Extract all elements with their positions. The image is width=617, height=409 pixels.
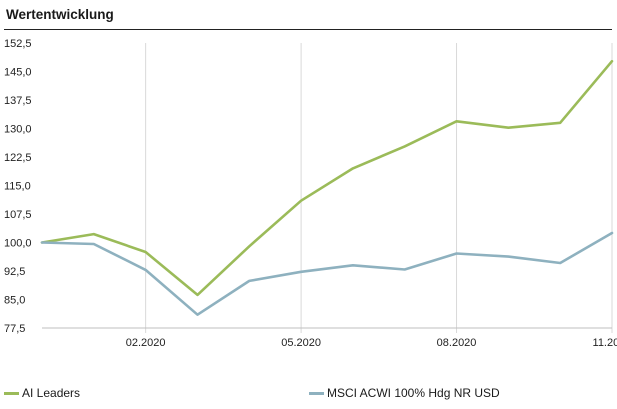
x-tick-label: 11.2020: [593, 337, 617, 349]
series-line-ai-leaders: [40, 59, 614, 297]
y-tick-label: 77,5: [4, 323, 25, 335]
title-divider: [4, 29, 612, 30]
legend-label-ai-leaders: AI Leaders: [22, 386, 81, 400]
legend-label-msci: MSCI ACWI 100% Hdg NR USD: [327, 386, 500, 400]
chart-title: Wertentwicklung: [6, 7, 114, 22]
y-tick-label: 92,5: [4, 266, 25, 278]
legend-swatch-msci: [309, 391, 324, 395]
x-tick-label: 05.2020: [281, 337, 321, 349]
y-tick-label: 122,5: [4, 152, 32, 164]
y-tick-label: 130,0: [4, 124, 32, 136]
legend-item-ai-leaders: AI Leaders: [4, 386, 80, 400]
y-tick-label: 115,0: [4, 181, 31, 193]
y-tick-label: 137,5: [4, 95, 32, 107]
y-tick-label: 85,0: [4, 295, 25, 307]
y-tick-label: 152,5: [4, 38, 32, 50]
y-tick-label: 100,0: [4, 238, 32, 250]
y-tick-label: 107,5: [4, 209, 32, 221]
legend-item-msci: MSCI ACWI 100% Hdg NR USD: [309, 386, 500, 400]
series-line-msci-acwi: [40, 231, 614, 317]
x-tick-label: 02.2020: [126, 337, 166, 349]
y-tick-label: 145,0: [4, 67, 32, 79]
legend-swatch-ai-leaders: [4, 391, 19, 395]
x-tick-label: 08.2020: [437, 337, 477, 349]
